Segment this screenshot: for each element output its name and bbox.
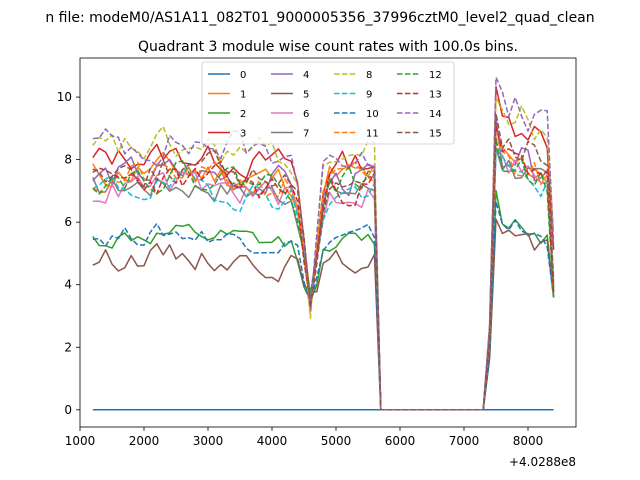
legend-item-5: 5 [271, 90, 309, 101]
legend-item-12: 12 [397, 70, 442, 81]
legend-label: 8 [366, 70, 372, 81]
series-line-11 [92, 136, 555, 411]
legend-item-4: 4 [271, 70, 309, 81]
y-tick-label: 8 [64, 153, 72, 167]
x-tick-label: 7000 [449, 434, 480, 448]
legend-item-11: 11 [334, 129, 379, 140]
x-tick-label: 5000 [321, 434, 352, 448]
legend-label: 9 [366, 90, 372, 101]
x-tick-label: 1000 [65, 434, 96, 448]
series-line-15 [92, 112, 555, 411]
series-line-9 [92, 149, 555, 411]
legend-item-15: 15 [397, 129, 442, 140]
legend-label: 6 [303, 109, 309, 120]
legend-item-0: 0 [208, 70, 246, 81]
legend-item-10: 10 [334, 109, 379, 120]
legend-item-1: 1 [208, 90, 246, 101]
series-line-14 [92, 76, 555, 411]
x-tick-label: 6000 [385, 434, 416, 448]
legend-item-7: 7 [271, 129, 309, 140]
legend-label: 13 [429, 90, 442, 101]
legend-label: 2 [240, 109, 246, 120]
series-line-6 [92, 149, 555, 411]
legend-label: 11 [366, 129, 379, 140]
y-tick-label: 0 [64, 403, 72, 417]
legend-item-2: 2 [208, 109, 246, 120]
legend-item-13: 13 [397, 90, 442, 101]
legend-label: 4 [303, 70, 309, 81]
series-line-13 [92, 126, 555, 411]
legend-label: 14 [429, 109, 442, 120]
legend-item-3: 3 [208, 129, 246, 140]
legend-label: 7 [303, 129, 309, 140]
legend-label: 0 [240, 70, 246, 81]
legend-label: 15 [429, 129, 442, 140]
figure-suptitle: n file: modeM0/AS1A11_082T01_9000005356_… [45, 10, 594, 26]
chart-title: Quadrant 3 module wise count rates with … [138, 39, 518, 55]
legend-label: 3 [240, 129, 246, 140]
x-tick-label: 3000 [193, 434, 224, 448]
legend-item-8: 8 [334, 70, 372, 81]
x-tick-label: 4000 [257, 434, 288, 448]
legend-label: 12 [429, 70, 442, 81]
legend-label: 1 [240, 90, 246, 101]
y-axis-ticks: 0 2 4 6 8 10 [57, 90, 80, 417]
x-axis-offset-label: +4.0288e8 [509, 455, 576, 469]
series-line-12 [92, 137, 555, 411]
legend-label: 5 [303, 90, 309, 101]
y-tick-label: 6 [64, 215, 72, 229]
legend-item-6: 6 [271, 109, 309, 120]
plot-lines [92, 76, 555, 411]
y-tick-label: 2 [64, 340, 72, 354]
legend-item-14: 14 [397, 109, 442, 120]
series-line-10 [92, 200, 555, 411]
plot-area-frame [79, 57, 577, 428]
x-tick-label: 8000 [513, 434, 544, 448]
x-tick-label: 2000 [129, 434, 160, 448]
legend-item-9: 9 [334, 90, 372, 101]
legend-box [201, 61, 455, 145]
x-axis-ticks: 1000 2000 3000 4000 5000 6000 7000 8000 [65, 427, 544, 448]
series-line-7 [92, 147, 555, 411]
y-tick-label: 10 [57, 90, 72, 104]
y-tick-label: 4 [64, 278, 72, 292]
series-line-5 [92, 218, 555, 411]
legend-label: 10 [366, 109, 379, 120]
